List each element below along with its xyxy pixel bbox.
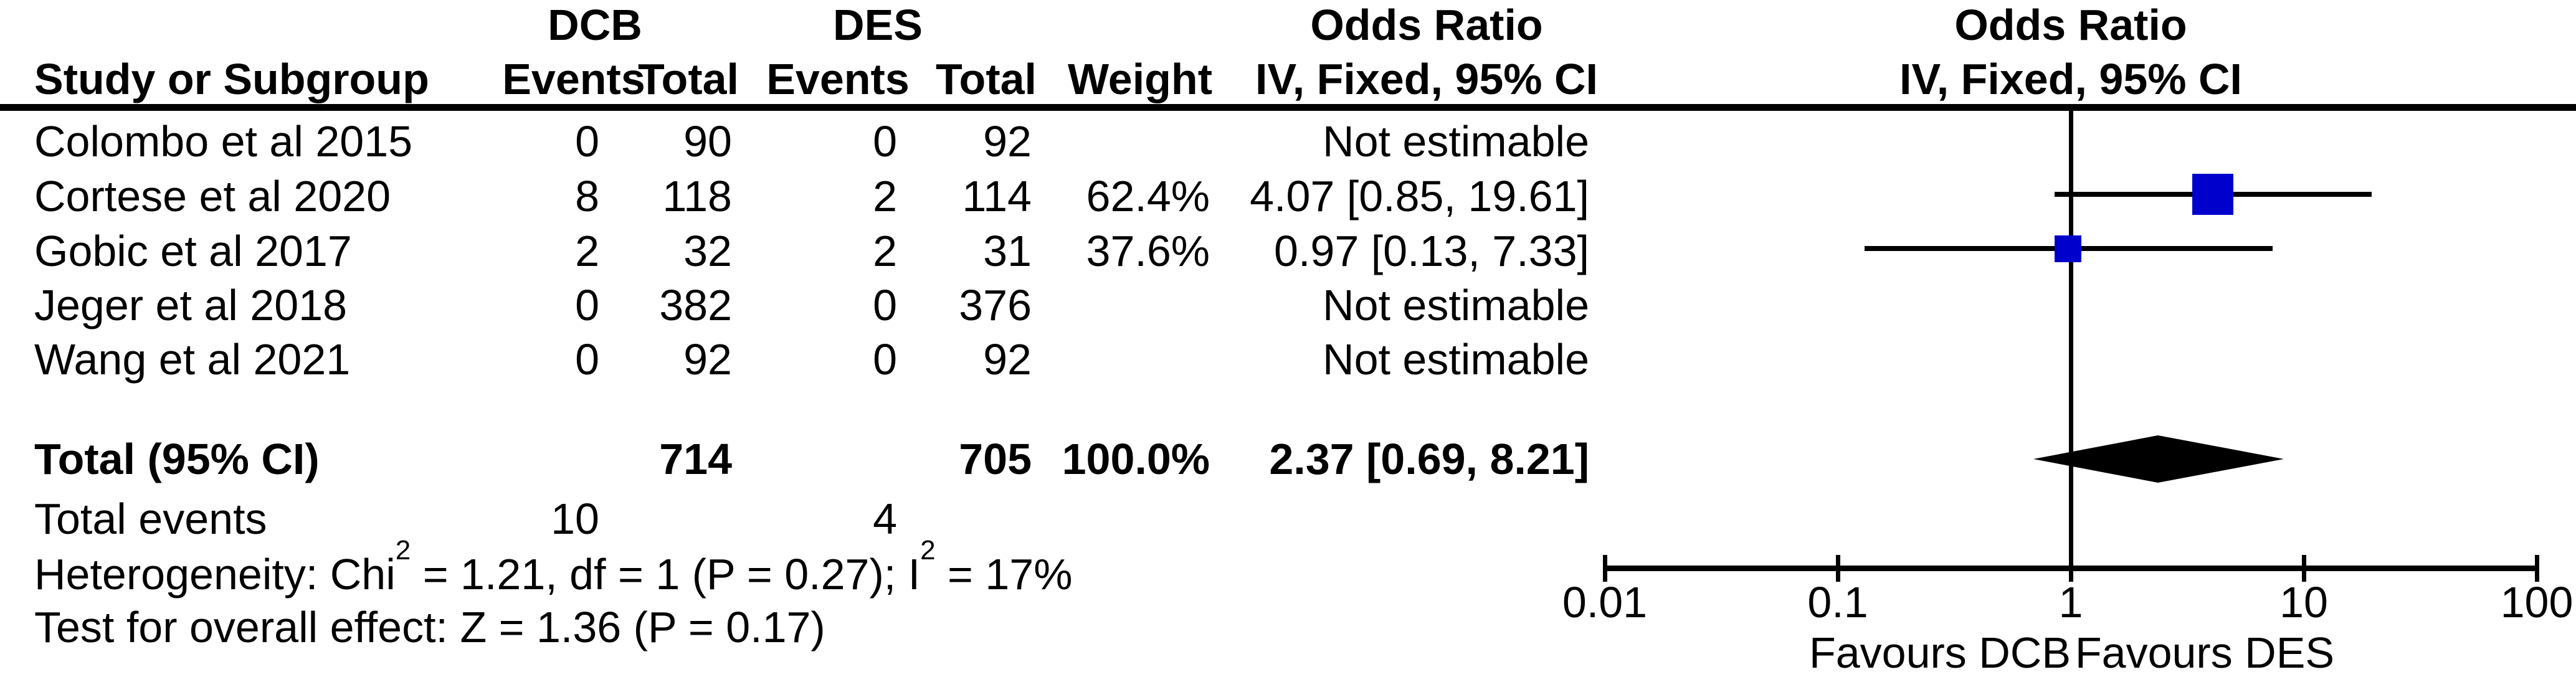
des-events-cell: 0 (873, 117, 897, 166)
des-total-cell: 376 (959, 281, 1032, 329)
col-header-des-total: Total (935, 55, 1037, 103)
col-header-des-events: Events (766, 55, 910, 103)
ci-text-cell: Not estimable (1323, 335, 1589, 384)
study-name: Gobic et al 2017 (34, 227, 352, 275)
col-header-method-text: IV, Fixed, 95% CI (1255, 55, 1598, 103)
tick-100 (2535, 555, 2539, 582)
cortese-weight-square (2192, 174, 2233, 215)
col-header-method-plot: IV, Fixed, 95% CI (1899, 55, 2242, 103)
des-events-cell: 2 (873, 172, 897, 220)
tick-0_1 (1836, 555, 1840, 582)
col-group-or-text: Odds Ratio (1310, 1, 1543, 49)
ci-text-cell: Not estimable (1323, 281, 1589, 329)
des-total-cell: 92 (983, 335, 1032, 384)
tick-label-0_1: 0.1 (1807, 578, 1868, 627)
tick-label-100: 100 (2500, 578, 2574, 627)
total-diamond (2033, 435, 2284, 483)
reference-line-or-1 (2069, 111, 2073, 568)
tick-1 (2069, 555, 2073, 582)
col-group-or-plot: Odds Ratio (1954, 1, 2187, 49)
weight-cell: 62.4% (1086, 172, 1210, 220)
col-group-des: DES (833, 1, 923, 49)
total-ci-text: 2.37 [0.69, 8.21] (1269, 435, 1589, 483)
total-weight: 100.0% (1062, 435, 1210, 483)
col-header-dcb-events: Events (502, 55, 645, 103)
study-name: Colombo et al 2015 (34, 117, 413, 166)
total-events-label: Total events (34, 495, 267, 543)
header-divider-rule (0, 104, 2576, 111)
weight-cell: 37.6% (1086, 227, 1210, 275)
dcb-events-cell: 0 (575, 281, 599, 329)
dcb-total-cell: 382 (659, 281, 732, 329)
tick-0_01 (1603, 555, 1607, 582)
ci-text-cell: 4.07 [0.85, 19.61] (1250, 172, 1589, 220)
des-events-cell: 0 (873, 281, 897, 329)
ci-text-cell: 0.97 [0.13, 7.33] (1274, 227, 1589, 275)
dcb-events-cell: 0 (575, 117, 599, 166)
total-des-total: 705 (959, 435, 1032, 483)
dcb-events-cell: 8 (575, 172, 599, 220)
col-header-weight: Weight (1067, 55, 1213, 103)
des-total-cell: 114 (962, 172, 1032, 220)
dcb-events-cell: 2 (575, 227, 599, 275)
col-header-study: Study or Subgroup (34, 55, 429, 103)
dcb-total-cell: 90 (683, 117, 732, 166)
favours-dcb-label: Favours DCB (1808, 628, 2071, 677)
des-events-cell: 0 (873, 335, 897, 384)
tick-10 (2302, 555, 2306, 582)
heterogeneity-note: Heterogeneity: Chi2 = 1.21, df = 1 (P = … (34, 534, 1073, 599)
total-dcb-total: 714 (659, 435, 732, 483)
gobic-weight-square (2055, 235, 2081, 262)
col-group-dcb: DCB (548, 1, 642, 49)
i-squared-superscript: 2 (920, 534, 936, 566)
dcb-events-cell: 0 (575, 335, 599, 384)
total-events-dcb: 10 (551, 495, 599, 543)
chi-squared-superscript: 2 (395, 534, 411, 566)
study-name: Cortese et al 2020 (34, 172, 391, 220)
des-events-cell: 2 (873, 227, 897, 275)
overall-effect-note: Test for overall effect: Z = 1.36 (P = 0… (34, 603, 825, 651)
tick-label-1: 1 (2058, 578, 2083, 627)
study-name: Jeger et al 2018 (34, 281, 348, 329)
tick-label-0_01: 0.01 (1562, 578, 1648, 627)
favours-des-label: Favours DES (2075, 628, 2335, 677)
dcb-total-cell: 118 (662, 172, 732, 220)
dcb-total-cell: 92 (683, 335, 732, 384)
des-total-cell: 31 (983, 227, 1032, 275)
col-header-dcb-total: Total (637, 55, 739, 103)
tick-label-10: 10 (2279, 578, 2328, 627)
total-events-des: 4 (873, 495, 897, 543)
dcb-total-cell: 32 (683, 227, 732, 275)
study-name: Wang et al 2021 (34, 335, 351, 384)
total-label: Total (95% CI) (34, 435, 320, 483)
des-total-cell: 92 (983, 117, 1032, 166)
ci-text-cell: Not estimable (1323, 117, 1589, 166)
